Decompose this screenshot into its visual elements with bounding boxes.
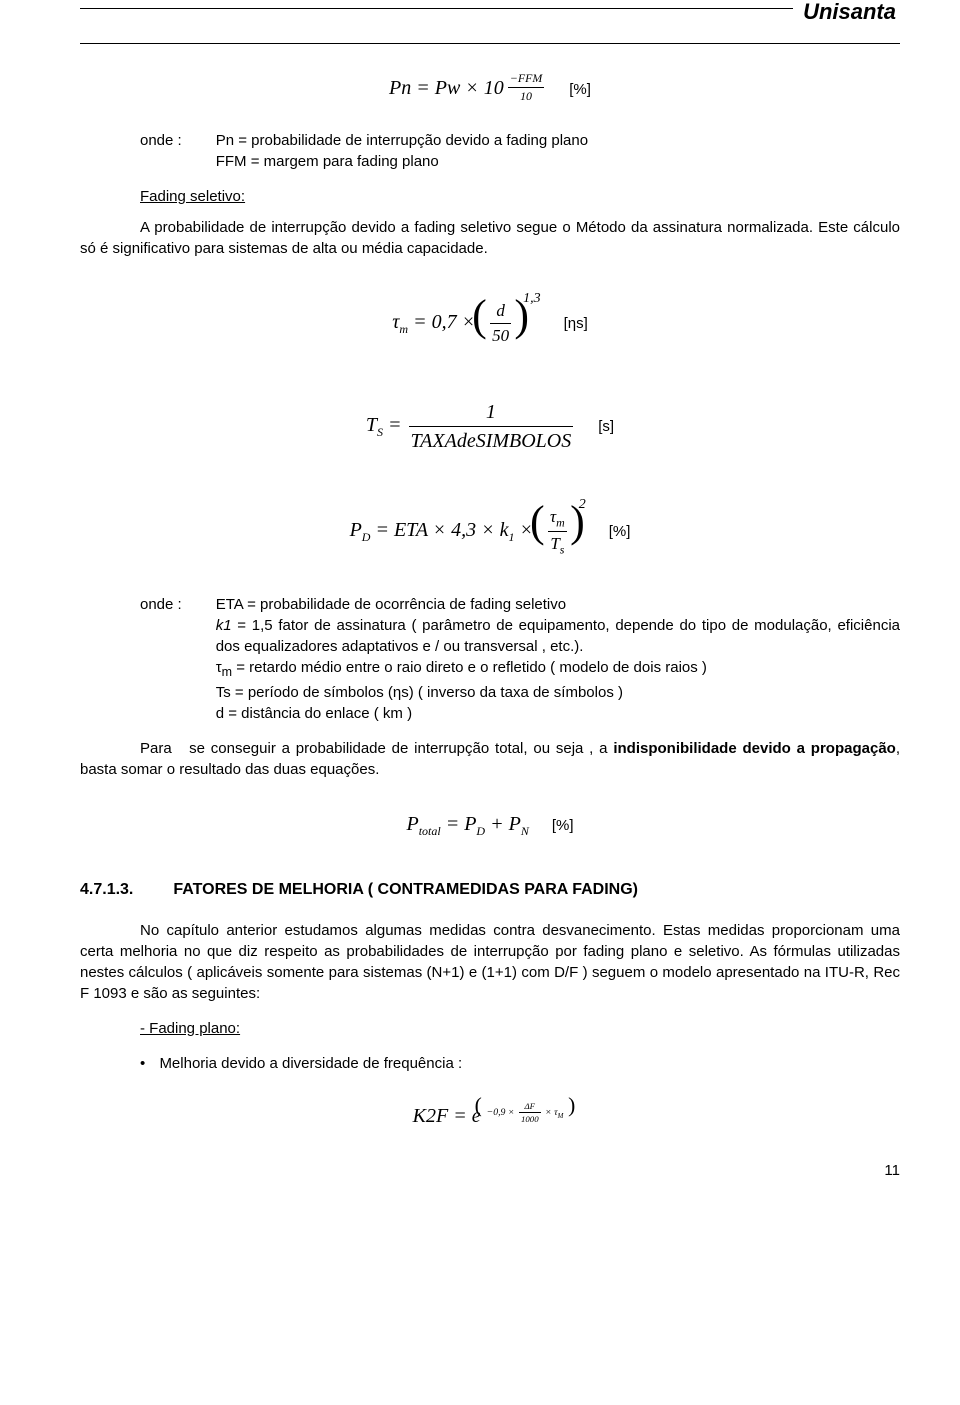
equation-ptotal: Ptotal = PD + PN [%] [80,810,900,840]
onde-line: Ts = período de símbolos (ηs) ( inverso … [216,682,900,703]
eq-unit: [ηs] [564,315,588,332]
eq-exp-pre: −0,9 × [487,1107,517,1118]
eq-exp-num: ΔF [519,1100,541,1113]
onde-block-1: onde : Pn = probabilidade de interrupção… [140,130,900,172]
eq-lhs: T [366,414,377,436]
equation-ts: TS = 1TAXAdeSIMBOLOS [s] [80,398,900,455]
eq-exp-num: −FFM [508,70,544,88]
onde-line: d = distância do enlace ( km ) [216,703,900,724]
section-heading: 4.7.1.3. FATORES DE MELHORIA ( CONTRAMED… [80,879,900,901]
onde-line: k1 = 1,5 fator de assinatura ( parâmetro… [216,615,900,657]
equation-k2f: K2F = e −0,9 × ΔF1000 × τM [80,1102,900,1130]
eq-exp-post: × τ [543,1107,558,1118]
page-header: Unisanta [80,8,900,44]
onde-body: Pn = probabilidade de interrupção devido… [216,130,900,172]
equation-pn: Pn = Pw × 10−FFM10 [%] [80,74,900,104]
eq-unit: [%] [552,817,574,834]
eq-eq: = [383,414,407,436]
section-title: FATORES DE MELHORIA ( CONTRAMEDIDAS PARA… [173,879,638,901]
eq-sub: N [521,824,529,838]
eq-lhs: K2F = e [413,1105,481,1127]
fading-seletivo-title: Fading seletivo: [140,186,900,207]
page-number: 11 [80,1160,900,1181]
eq-mid: = 0,7 × [408,311,480,333]
eq-sym: P [406,813,418,835]
eq-den-sym: T [550,534,559,553]
eq-den: 50 [490,324,511,348]
fading-seletivo-para: A probabilidade de interrupção devido a … [80,217,900,259]
para-indisponibilidade: Para se conseguir a probabilidade de int… [80,738,900,780]
eq-exp-den: 10 [508,88,544,105]
onde-line: ETA = probabilidade de ocorrência de fad… [216,594,900,615]
onde-label: onde : [140,130,182,172]
equation-pd: PD = ETA × 4,3 × k1 × τmTs2 [%] [80,499,900,564]
onde-block-2: onde : ETA = probabilidade de ocorrência… [140,594,900,724]
brand-label: Unisanta [793,0,900,28]
section-number: 4.7.1.3. [80,879,133,901]
onde-line: τm = retardo médio entre o raio direto e… [216,657,900,682]
eq-lhs: P [350,519,362,541]
eq-sub: m [399,322,408,336]
bold-text: indisponibilidade [613,740,736,757]
eq-exp-den: 1000 [519,1113,541,1125]
eq-sub: total [419,824,441,838]
bullet-fading-plano: - Fading plano: [140,1018,900,1039]
eq-num: d [490,299,511,324]
eq-num-sub: m [556,515,565,529]
eq-lhs: Pn = Pw × 10 [389,77,504,99]
eq-sub: D [476,824,485,838]
onde-body: ETA = probabilidade de ocorrência de fad… [216,594,900,724]
bullet-melhoria: Melhoria devido a diversidade de frequên… [140,1053,900,1074]
eq-mid: + P [485,813,521,835]
bold-text: devido a propagação [743,740,896,757]
eq-num: 1 [409,398,574,427]
eq-den-sub: s [560,542,565,556]
section-para: No capítulo anterior estudamos algumas m… [80,920,900,1004]
eq-exp-sub: M [558,1113,564,1120]
onde-label: onde : [140,594,182,724]
equation-tau-m: τm = 0,7 × d501,3 [ηs] [80,293,900,354]
eq-unit: [%] [609,523,631,540]
eq-mid: = P [441,813,477,835]
eq-unit: [s] [598,418,614,435]
eq-mid: = ETA × 4,3 × k [370,519,508,541]
eq-unit: [%] [569,81,591,98]
eq-den: TAXAdeSIMBOLOS [409,427,574,455]
